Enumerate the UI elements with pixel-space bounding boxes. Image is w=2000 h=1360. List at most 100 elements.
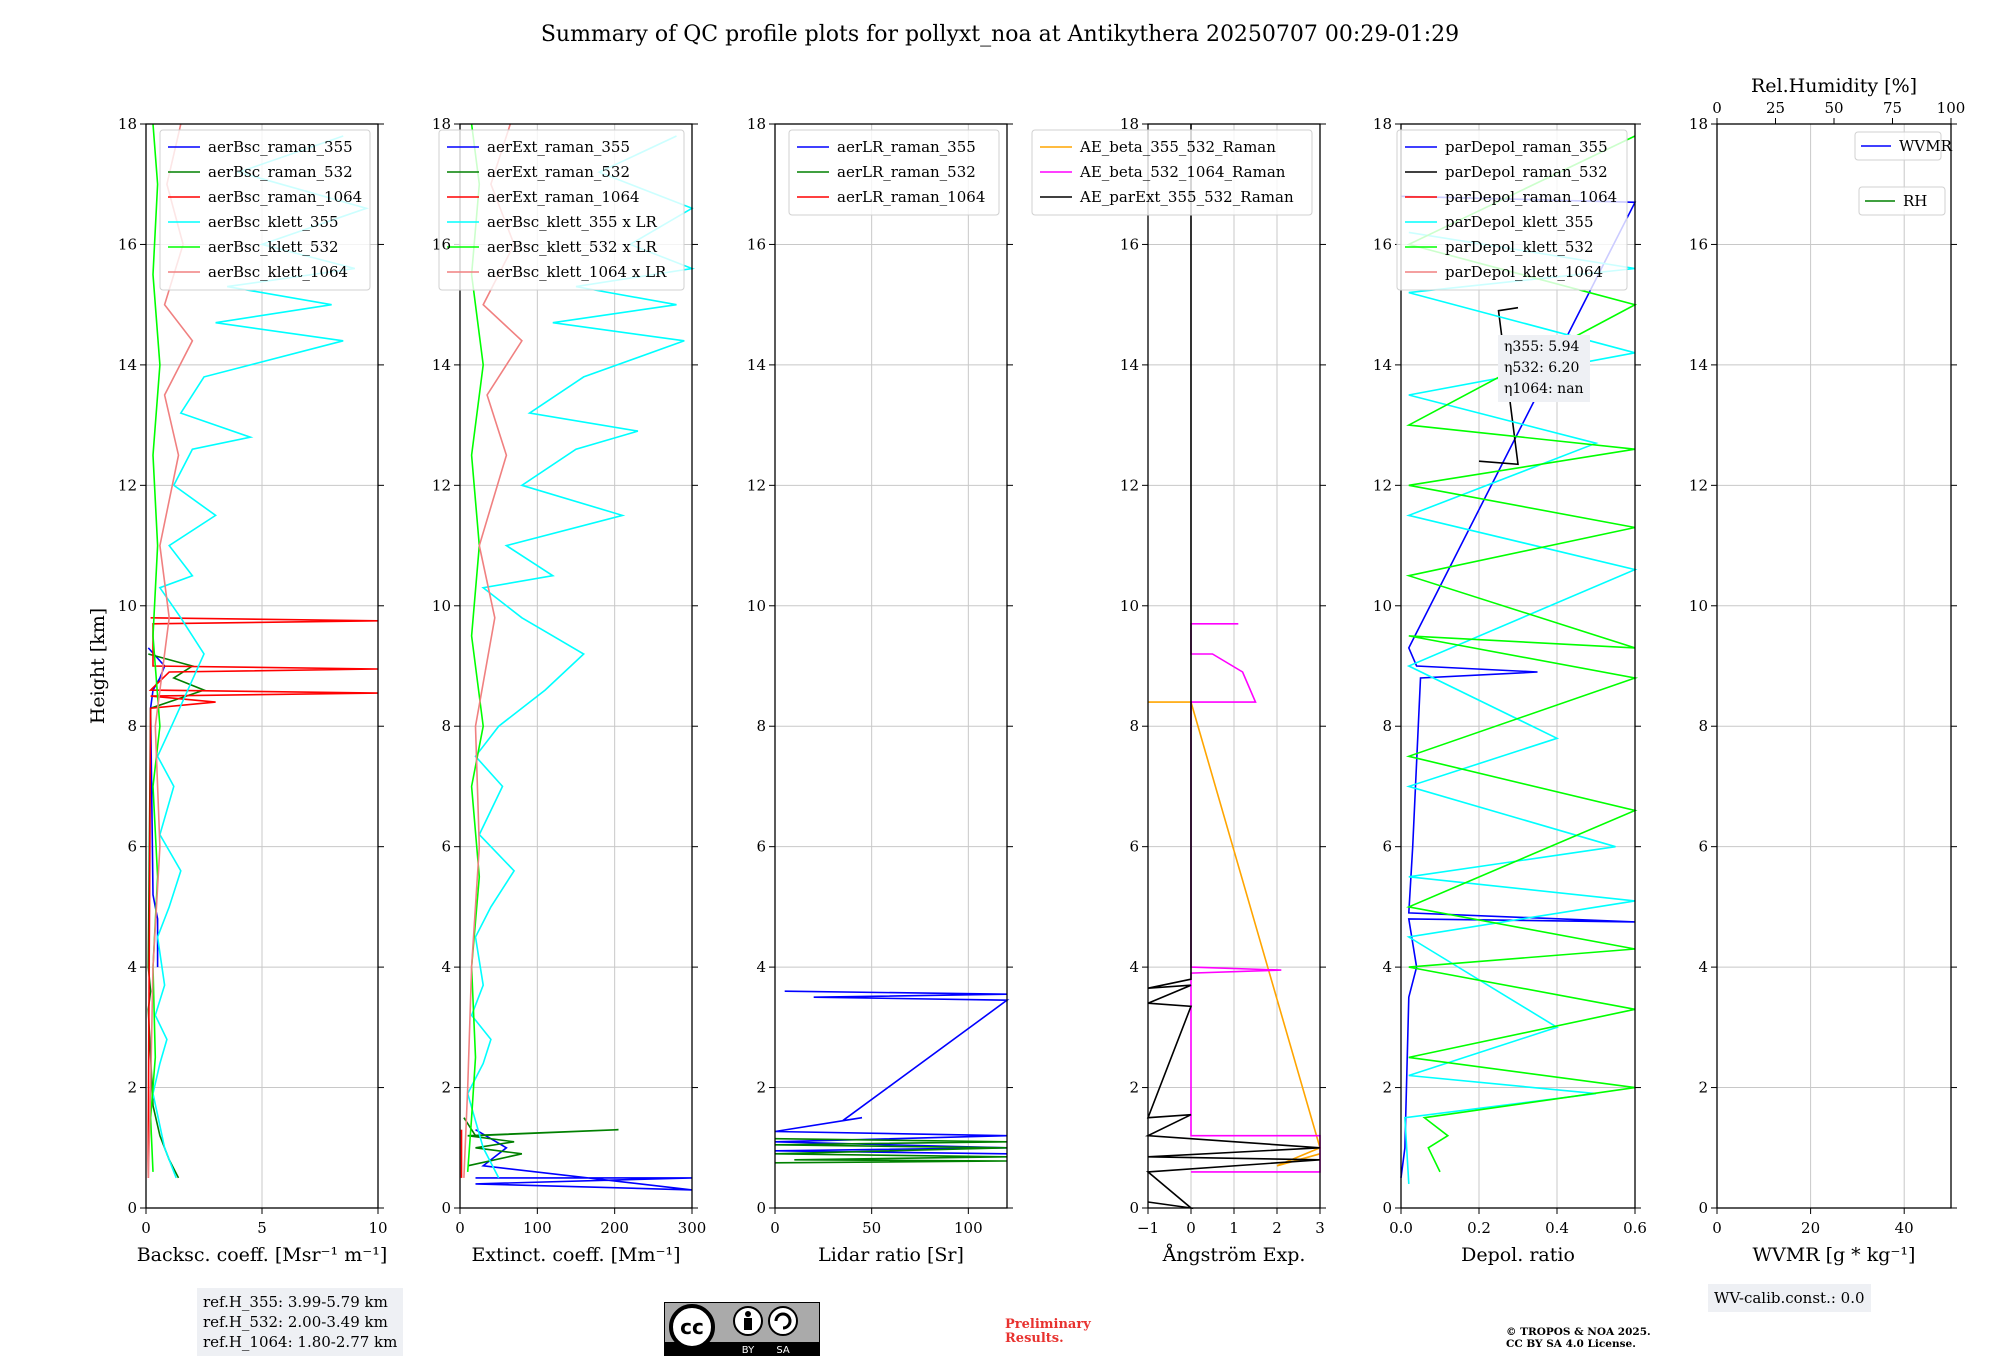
y-tick-label: 2 [441,1079,451,1097]
preliminary-line-2: Results. [1005,1331,1064,1346]
series-line-2-0 [774,990,1010,1155]
y-tick-label: 12 [1373,476,1392,494]
y-tick-label: 16 [1373,235,1392,253]
x2-tick-label: 75 [1883,99,1902,117]
y-tick-label: 8 [756,717,766,735]
legend-label: AE_parExt_355_532_Raman [1079,188,1294,206]
y-tick-label: 2 [1698,1079,1708,1097]
x2-tick-label: 0 [1712,99,1722,117]
y-tick-label: 18 [1373,115,1392,133]
x-tick-label: 0 [770,1219,780,1237]
y-tick-label: 0 [1698,1199,1708,1217]
panel-5 [1711,118,1957,1214]
preliminary-note: Preliminary Results. [1005,1318,1091,1346]
y-axis-label: Height [km] [87,608,109,724]
y-tick-label: 14 [118,356,137,374]
legend-label: aerBsc_raman_355 [208,138,353,156]
y-tick-label: 4 [441,958,451,976]
series-line-1-3 [466,135,696,1179]
x-tick-label: 5 [257,1219,267,1237]
legend-label: aerBsc_klett_532 x LR [487,238,658,256]
y-tick-label: 2 [127,1079,137,1097]
series-line-3-1 [1190,622,1321,1173]
x-tick-label: 3 [1315,1219,1325,1237]
cc-by-sa-icon: cc BY SA [664,1302,820,1356]
legend-label: WVMR [1899,137,1953,155]
x-tick-label: 0 [141,1219,151,1237]
y-tick-label: 18 [118,115,137,133]
copyright-note: © TROPOS & NOA 2025. CC BY SA 4.0 Licens… [1506,1326,1651,1350]
x-axis-label: Ångström Exp. [1162,1244,1306,1266]
figure-title: Summary of QC profile plots for pollyxt_… [540,22,1460,47]
legend-label: RH [1903,192,1927,210]
x-tick-label: 10 [368,1219,387,1237]
y-tick-label: 14 [1120,356,1139,374]
y-tick-label: 0 [1129,1199,1139,1217]
y-tick-label: 2 [1129,1079,1139,1097]
x-axis-label: Backsc. coeff. [Msr⁻¹ m⁻¹] [137,1244,388,1266]
legend-label: aerExt_raman_1064 [487,188,640,206]
x-tick-label: 100 [523,1219,552,1237]
legend-label: parDepol_raman_1064 [1445,188,1617,206]
legend-box [1854,131,1942,161]
y-tick-label: 6 [441,838,451,856]
y-tick-label: 4 [1698,958,1708,976]
eta-1064: η1064: nan [1504,381,1584,397]
x-tick-label: 300 [678,1219,707,1237]
x-tick-label: 0.2 [1467,1219,1491,1237]
x-tick-label: 50 [862,1219,881,1237]
axes-frame [459,123,693,1209]
y-tick-label: 14 [1689,356,1708,374]
y-tick-label: 2 [1382,1079,1392,1097]
y-tick-label: 0 [1382,1199,1392,1217]
y-tick-label: 10 [747,597,766,615]
panel-1 [438,123,698,1214]
y-tick-label: 14 [747,356,766,374]
legend-label: parDepol_klett_532 [1445,238,1594,256]
panel-2 [769,123,1013,1214]
x-axis-label: Depol. ratio [1461,1244,1575,1266]
y-tick-label: 10 [1120,597,1139,615]
y-tick-label: 16 [118,235,137,253]
legend-box [159,129,371,291]
legend-label: aerExt_raman_532 [487,163,630,181]
x2-tick-label: 50 [1824,99,1843,117]
ref-line-532: ref.H_532: 2.00-3.49 km [203,1313,388,1331]
copyright-line-2: CC BY SA 4.0 License. [1506,1338,1636,1350]
x-tick-label: 100 [954,1219,983,1237]
wv-calib-box: WV-calib.const.: 0.0 [1708,1284,1871,1312]
wv-calib-text: WV-calib.const.: 0.0 [1714,1289,1865,1307]
y-tick-label: 10 [1689,597,1708,615]
svg-text:cc: cc [680,1315,704,1339]
y-tick-label: 10 [118,597,137,615]
cc-by-label: BY [742,1345,755,1356]
copyright-line-1: © TROPOS & NOA 2025. [1506,1326,1651,1338]
legend-label: AE_beta_355_532_Raman [1079,138,1276,156]
series-line-1-0 [475,1129,693,1191]
x-tick-label: 20 [1801,1219,1820,1237]
legend-label: aerBsc_klett_355 x LR [487,213,658,231]
series-line-0-4 [149,123,161,1172]
y-tick-label: 6 [756,838,766,856]
x-tick-label: 0 [455,1219,465,1237]
ref-line-1064: ref.H_1064: 1.80-2.77 km [203,1333,398,1351]
y-tick-label: 14 [1373,356,1392,374]
y-tick-label: 2 [756,1079,766,1097]
y-tick-label: 18 [1689,115,1708,133]
series-line-0-3 [152,135,370,1179]
legend-label: aerBsc_klett_1064 [208,263,348,281]
x-tick-label: 40 [1895,1219,1914,1237]
x-tick-label: −1 [1137,1219,1159,1237]
series-line-1-1 [463,1117,619,1167]
y-tick-label: 0 [441,1199,451,1217]
y-tick-label: 6 [1698,838,1708,856]
legend-box [788,129,1000,216]
y-tick-label: 12 [1689,476,1708,494]
y-tick-label: 6 [1129,838,1139,856]
preliminary-line-1: Preliminary [1005,1317,1091,1332]
axes-frame [1400,123,1636,1209]
y-tick-label: 14 [432,356,451,374]
axes-frame [774,123,1008,1209]
legend-label: parDepol_klett_355 [1445,213,1594,231]
